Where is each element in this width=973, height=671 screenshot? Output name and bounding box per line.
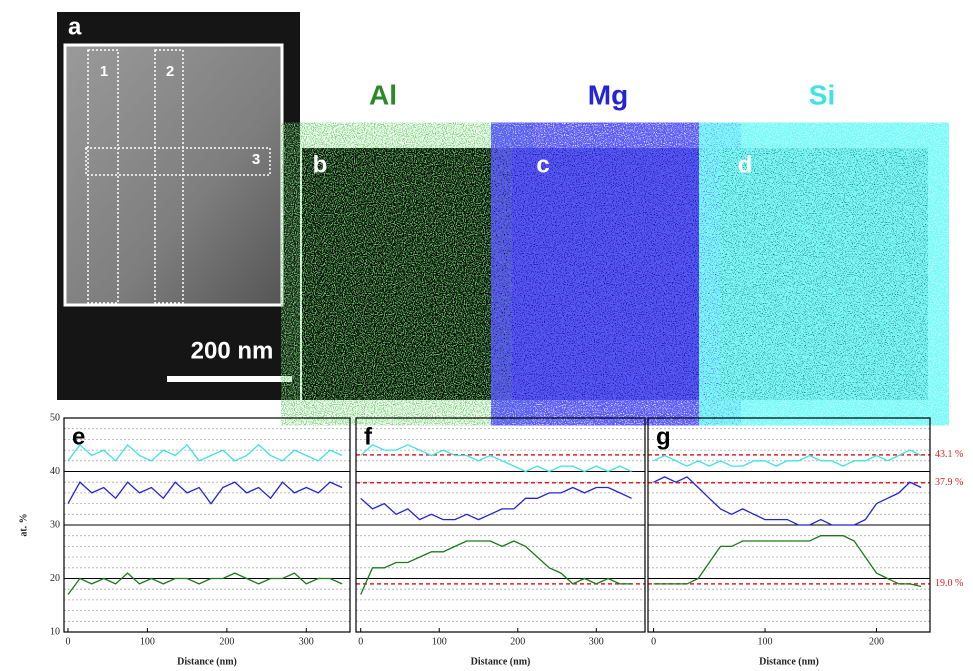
region-label: 2 xyxy=(166,63,174,80)
region-label: 3 xyxy=(252,151,260,168)
x-tick-label: 200 xyxy=(219,636,234,647)
profile-line xyxy=(67,443,343,462)
profile-line xyxy=(653,449,922,467)
element-label: Si xyxy=(809,79,835,110)
panel-a: a 1 2 3 200 nm xyxy=(57,12,300,400)
x-tick-label: 300 xyxy=(299,636,314,647)
x-tick-label: 0 xyxy=(651,636,656,647)
panel-label: g xyxy=(656,423,671,450)
panel-label: c xyxy=(536,151,549,178)
x-axis-label: Distance (nm) xyxy=(759,656,819,667)
panel-label: d xyxy=(738,151,753,178)
profile-line xyxy=(67,481,343,505)
maps xyxy=(302,148,928,400)
y-tick-label: 10 xyxy=(50,626,60,637)
y-axis-label: at. % xyxy=(18,513,29,536)
profile-line xyxy=(653,535,922,588)
profile-line xyxy=(360,486,632,521)
panel-label: f xyxy=(364,423,373,450)
x-tick-label: 200 xyxy=(869,636,884,647)
profile-line xyxy=(360,540,632,595)
plot-frame xyxy=(63,417,351,633)
profile-line xyxy=(67,572,343,595)
reference-label: 43.1 % xyxy=(935,449,963,460)
x-tick-label: 100 xyxy=(140,636,155,647)
y-tick-label: 20 xyxy=(50,573,60,584)
y-tick-label: 40 xyxy=(50,466,60,477)
y-tick-label: 30 xyxy=(50,519,60,530)
profile-line xyxy=(360,444,632,473)
panel-label: e xyxy=(72,423,85,450)
panel-label: b xyxy=(313,151,328,178)
x-tick-label: 300 xyxy=(589,636,604,647)
element-label: Mg xyxy=(588,79,628,110)
panel-label: a xyxy=(68,13,82,40)
element-label: Al xyxy=(369,79,397,110)
reference-label: 19.0 % xyxy=(935,578,963,589)
x-tick-label: 200 xyxy=(510,636,525,647)
region-label: 1 xyxy=(100,63,108,80)
plot-frame xyxy=(355,417,646,633)
x-tick-label: 100 xyxy=(432,636,447,647)
profile-line xyxy=(653,476,922,526)
plot-frame xyxy=(647,417,931,633)
scale-label: 200 nm xyxy=(191,337,274,364)
x-tick-label: 0 xyxy=(65,636,70,647)
x-axis-label: Distance (nm) xyxy=(471,656,531,667)
x-tick-label: 100 xyxy=(758,636,773,647)
x-tick-label: 0 xyxy=(358,636,363,647)
reference-label: 37.9 % xyxy=(935,477,963,488)
x-axis-label: Distance (nm) xyxy=(177,656,237,667)
y-tick-label: 50 xyxy=(50,412,60,423)
